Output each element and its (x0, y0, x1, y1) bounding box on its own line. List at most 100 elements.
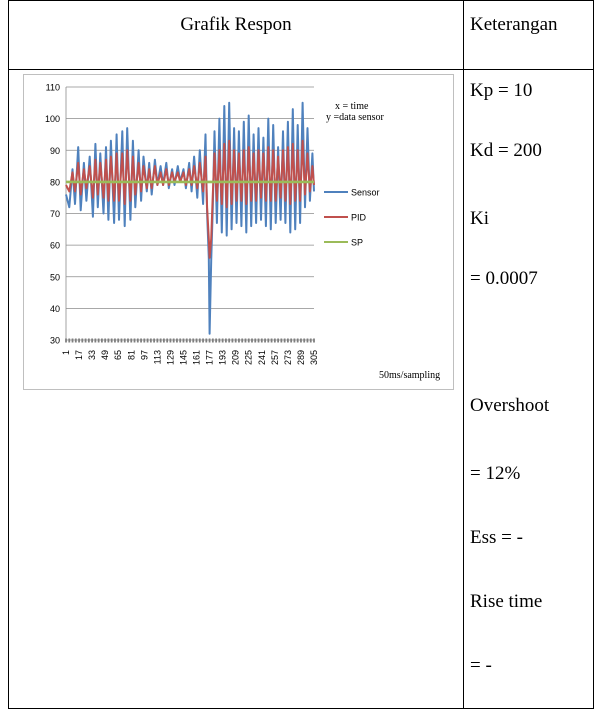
x-tick-label-241: 241 (257, 350, 267, 365)
x-tick-mark (238, 338, 240, 343)
x-tick-mark (149, 338, 152, 343)
x-unit-label: 50ms/sampling (379, 370, 440, 381)
x-tick-mark (286, 338, 289, 343)
note-rise-time: Rise time (470, 591, 543, 612)
x-tick-mark (283, 338, 286, 343)
x-tick-mark (172, 338, 175, 343)
x-tick-mark (130, 338, 133, 343)
header-right-text: Keterangan (470, 14, 558, 35)
x-tick-mark (195, 338, 198, 343)
x-tick-label-145: 145 (178, 350, 188, 365)
note-overshoot-value: = 12% (470, 463, 521, 484)
y-tick-label-30: 30 (50, 336, 60, 346)
x-tick-mark (296, 338, 299, 343)
legend-label-sp: SP (351, 238, 363, 248)
x-tick-mark (127, 338, 129, 343)
x-tick-label-97: 97 (139, 350, 149, 360)
x-tick-mark (260, 338, 263, 343)
x-tick-mark (313, 338, 315, 343)
chart-legend: Sensor PID SP (324, 188, 380, 248)
y-tick-label-60: 60 (50, 241, 60, 251)
x-tick-mark (136, 338, 139, 343)
x-tick-label-161: 161 (192, 350, 202, 365)
x-tick-mark (179, 338, 182, 343)
y-tick-label-110: 110 (46, 83, 60, 93)
x-axis-tick-marks (65, 338, 315, 343)
x-tick-mark (241, 338, 244, 343)
x-axis-tick-labels: 1 17 33 49 65 81 97 113 129 145 161 177 193 209 225 241… (61, 350, 319, 365)
x-tick-label-81: 81 (126, 350, 136, 360)
x-tick-mark (221, 338, 224, 343)
x-tick-mark (104, 338, 107, 343)
x-tick-mark (94, 338, 97, 343)
annotation-y-data-sensor: y =data sensor (326, 112, 385, 123)
x-tick-mark (189, 338, 191, 343)
x-tick-mark (176, 338, 178, 343)
x-tick-mark (81, 338, 84, 343)
x-tick-label-129: 129 (165, 350, 175, 365)
x-tick-mark (309, 338, 312, 343)
x-tick-mark (234, 338, 237, 343)
chart-frame: 30 40 50 60 70 80 90 100 110 1 17 33 49 65 81 97 113 129… (23, 74, 454, 390)
x-tick-mark (97, 338, 100, 343)
x-tick-mark (87, 338, 90, 343)
x-tick-mark (218, 338, 221, 343)
y-axis-tick-labels: 30 40 50 60 70 80 90 100 110 (45, 83, 60, 346)
x-tick-label-225: 225 (244, 350, 254, 365)
x-tick-mark (153, 338, 156, 343)
y-tick-label-70: 70 (50, 209, 60, 219)
header-grafik-respon: Grafik Respon (8, 0, 464, 70)
note-kd: Kd = 200 (470, 140, 542, 161)
x-tick-mark (198, 338, 201, 343)
x-tick-mark (202, 338, 204, 343)
x-tick-mark (290, 338, 293, 343)
response-table: Grafik Respon Keterangan 30 40 50 60 70 80 90 1… (8, 0, 594, 709)
x-tick-mark (68, 338, 71, 343)
response-chart: 30 40 50 60 70 80 90 100 110 1 17 33 49 65 81 97 113 129… (45, 83, 440, 382)
x-tick-mark (84, 338, 87, 343)
x-tick-label-1: 1 (61, 350, 71, 355)
x-tick-mark (162, 338, 165, 343)
x-tick-mark (251, 338, 253, 343)
x-tick-label-49: 49 (100, 350, 110, 360)
series-lines (65, 101, 315, 335)
x-tick-mark (277, 338, 280, 343)
y-tick-label-50: 50 (50, 272, 60, 282)
x-tick-label-193: 193 (218, 350, 228, 365)
y-tick-label-100: 100 (45, 114, 60, 124)
x-tick-label-209: 209 (231, 350, 241, 365)
x-tick-mark (205, 338, 208, 343)
x-tick-mark (123, 338, 126, 343)
x-tick-mark (117, 338, 120, 343)
x-tick-mark (192, 338, 195, 343)
x-tick-mark (303, 338, 306, 343)
x-tick-mark (114, 338, 116, 343)
x-tick-mark (159, 338, 162, 343)
x-tick-mark (270, 338, 273, 343)
x-tick-label-65: 65 (113, 350, 123, 360)
notes-cell: Kp = 10 Kd = 200 Ki = 0.0007 Overshoot =… (463, 69, 594, 709)
note-ki: Ki (470, 208, 489, 229)
x-tick-mark (143, 338, 146, 343)
x-tick-mark (267, 338, 270, 343)
x-tick-label-305: 305 (309, 350, 319, 365)
x-tick-mark (91, 338, 94, 343)
y-tick-label-40: 40 (50, 304, 60, 314)
x-tick-mark (71, 338, 74, 343)
x-tick-mark (254, 338, 257, 343)
x-tick-mark (110, 338, 113, 343)
x-tick-mark (273, 338, 276, 343)
x-tick-mark (280, 338, 283, 343)
x-tick-mark (133, 338, 136, 343)
chart-cell: 30 40 50 60 70 80 90 100 110 1 17 33 49 65 81 97 113 129… (8, 69, 464, 709)
note-rise-time-value: = - (470, 655, 492, 676)
x-tick-mark (166, 338, 169, 343)
x-tick-mark (231, 338, 234, 343)
x-tick-mark (264, 338, 266, 343)
x-tick-mark (185, 338, 188, 343)
x-tick-mark (146, 338, 149, 343)
note-overshoot: Overshoot (470, 395, 550, 416)
x-tick-mark (215, 338, 218, 343)
x-tick-label-273: 273 (283, 350, 293, 365)
x-tick-mark (244, 338, 247, 343)
